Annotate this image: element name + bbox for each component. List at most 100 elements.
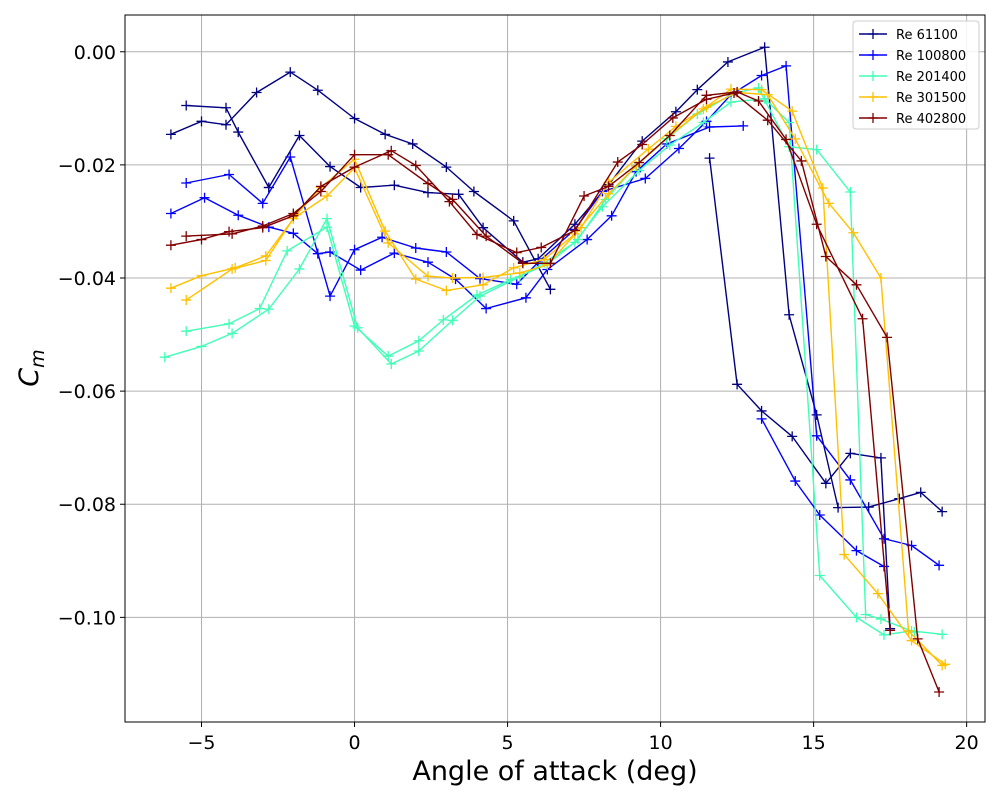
data-point xyxy=(637,139,648,150)
data-point xyxy=(294,263,305,274)
data-point xyxy=(787,106,798,117)
y-axis-title-subscript: m xyxy=(27,349,49,368)
data-point xyxy=(600,194,611,205)
data-point xyxy=(389,180,400,191)
data-point xyxy=(664,130,675,141)
data-point xyxy=(349,321,360,332)
legend-marker xyxy=(868,92,878,102)
data-point xyxy=(413,335,424,346)
data-point xyxy=(912,633,923,644)
data-point xyxy=(756,413,767,424)
data-point xyxy=(321,222,332,233)
data-point xyxy=(667,112,678,123)
data-point xyxy=(759,42,770,53)
data-point xyxy=(756,84,767,95)
data-point xyxy=(407,138,418,149)
series-line xyxy=(170,125,744,310)
y-axis-title: Cm xyxy=(14,349,49,386)
data-point xyxy=(422,257,433,268)
data-point xyxy=(447,194,458,205)
data-point xyxy=(839,549,850,560)
data-point xyxy=(260,255,271,266)
data-point xyxy=(781,134,792,145)
x-axis-title: Angle of attack (deg) xyxy=(412,756,697,787)
legend-label: Re 61100 xyxy=(896,28,958,43)
data-point xyxy=(722,56,733,67)
legend-label: Re 301500 xyxy=(896,91,966,106)
data-point xyxy=(732,86,743,97)
data-point xyxy=(545,284,556,295)
data-point xyxy=(860,609,871,620)
plot-frame xyxy=(124,14,986,723)
data-point xyxy=(196,234,207,245)
data-point xyxy=(851,545,862,556)
data-point xyxy=(811,409,822,420)
data-point xyxy=(165,208,176,219)
data-point xyxy=(634,157,645,168)
data-point xyxy=(811,219,822,230)
data-point xyxy=(447,315,458,326)
series-line xyxy=(185,91,943,666)
data-point xyxy=(227,263,238,274)
data-point xyxy=(453,189,464,200)
data-point xyxy=(438,314,449,325)
data-point xyxy=(413,345,424,356)
y-tick-label: −0.06 xyxy=(58,381,116,403)
data-point xyxy=(257,198,268,209)
data-point xyxy=(517,258,528,269)
data-point xyxy=(857,313,868,324)
data-point xyxy=(882,332,893,343)
data-point xyxy=(355,265,366,276)
legend-box xyxy=(852,20,980,130)
data-point xyxy=(196,341,207,352)
data-point xyxy=(762,115,773,126)
series-line xyxy=(186,104,270,188)
data-point xyxy=(410,160,421,171)
data-point xyxy=(790,476,801,487)
y-tick-label: −0.10 xyxy=(58,607,116,629)
data-point xyxy=(285,151,296,162)
data-point xyxy=(422,187,433,198)
data-point xyxy=(478,272,489,283)
series-line xyxy=(708,158,891,629)
data-point xyxy=(576,222,587,233)
data-point xyxy=(756,70,767,81)
data-point xyxy=(321,190,332,201)
data-point xyxy=(196,270,207,281)
data-point xyxy=(820,251,831,262)
data-point xyxy=(762,89,773,100)
ticks: −5 0 5 10 15 20 0.00 −0.02 −0.04 −0.06 −0.08 −0.10 xyxy=(58,42,979,754)
data-point xyxy=(784,309,795,320)
data-point xyxy=(165,240,176,251)
data-point xyxy=(572,234,583,245)
data-point xyxy=(569,225,580,236)
grid xyxy=(125,15,985,722)
legend: Re 61100 Re 100800 Re 201400 Re 301500 Re 40… xyxy=(852,20,980,130)
data-point xyxy=(787,431,798,442)
series-line xyxy=(186,91,891,631)
data-point xyxy=(471,289,482,300)
data-point xyxy=(227,328,238,339)
data-point xyxy=(441,162,452,173)
legend-marker xyxy=(868,71,878,81)
series-3 xyxy=(159,82,948,640)
data-point xyxy=(640,173,651,184)
data-point xyxy=(447,273,458,284)
data-point xyxy=(481,231,492,242)
data-point xyxy=(220,102,231,113)
data-point xyxy=(251,87,262,98)
data-point xyxy=(704,153,715,164)
data-point xyxy=(875,452,886,463)
data-point xyxy=(545,258,556,269)
data-point xyxy=(224,318,235,329)
data-point xyxy=(282,245,293,256)
data-point xyxy=(422,178,433,189)
data-point xyxy=(814,509,825,520)
series-line xyxy=(268,46,943,513)
data-point xyxy=(294,130,305,141)
data-point xyxy=(410,274,421,285)
data-point xyxy=(520,292,531,303)
data-point xyxy=(224,169,235,180)
data-point xyxy=(511,279,522,290)
